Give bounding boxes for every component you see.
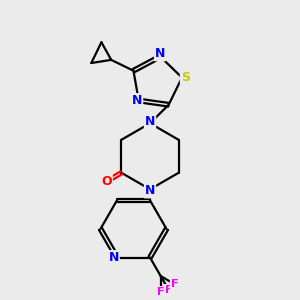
Text: F: F <box>165 285 172 295</box>
Text: N: N <box>145 115 155 128</box>
Text: N: N <box>109 251 119 264</box>
Text: F: F <box>171 279 178 289</box>
Text: F: F <box>157 287 164 297</box>
Text: S: S <box>181 71 190 84</box>
Text: O: O <box>101 175 112 188</box>
Text: N: N <box>155 47 165 60</box>
Text: N: N <box>132 94 142 107</box>
Text: N: N <box>145 184 155 197</box>
